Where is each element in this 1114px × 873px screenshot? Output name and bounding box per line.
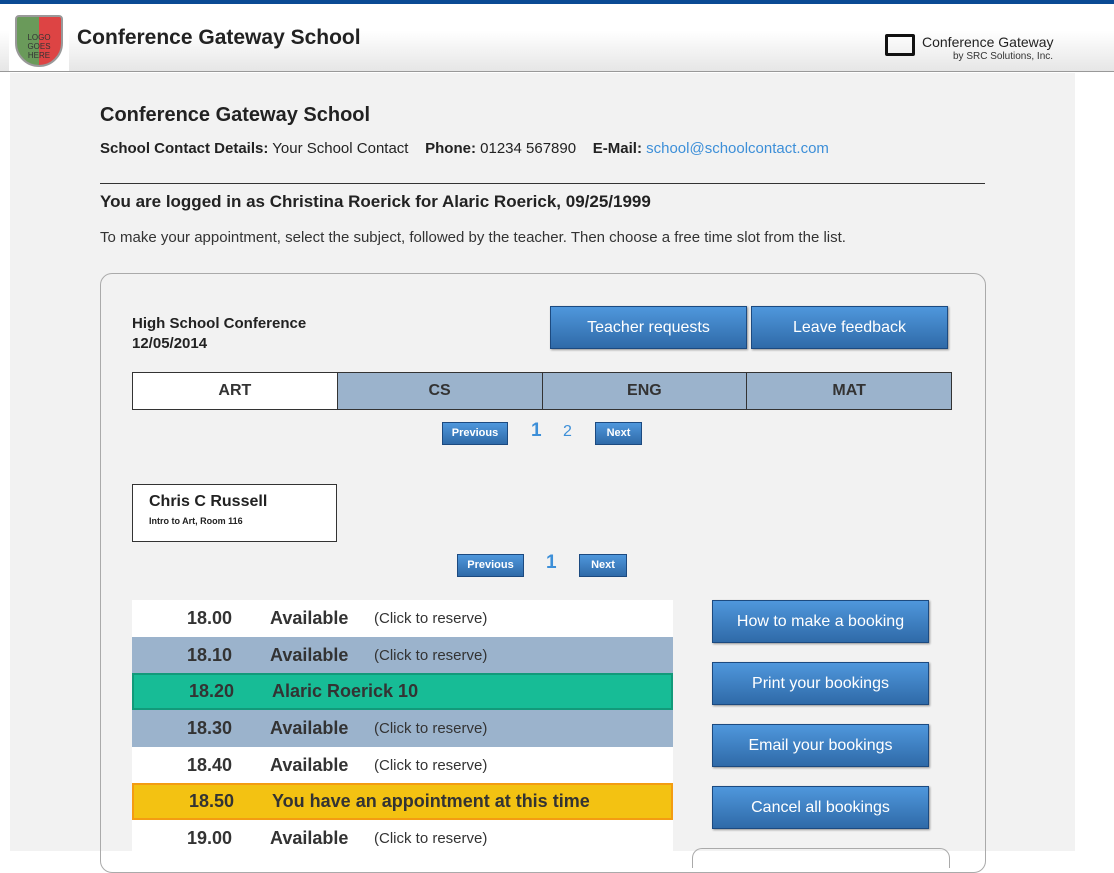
subject-page-2[interactable]: 2 — [563, 423, 572, 440]
time-slot[interactable]: 18.00 Available (Click to reserve) — [132, 600, 673, 637]
time-slot-booked: 18.20 Alaric Roerick 10 — [132, 673, 673, 711]
cancel-all-bookings-button[interactable]: Cancel all bookings — [712, 786, 929, 829]
contact-label: School Contact Details: — [100, 140, 269, 157]
tab-cs[interactable]: CS — [336, 373, 542, 409]
tab-art[interactable]: ART — [133, 373, 337, 409]
phone-value: 01234 567890 — [480, 140, 577, 157]
header: LOGO GOES HERE Conference Gateway School C… — [0, 4, 1114, 72]
teacher-requests-button[interactable]: Teacher requests — [550, 306, 747, 349]
slot-status: Available — [270, 644, 349, 665]
time-slot[interactable]: 18.40 Available (Click to reserve) — [132, 746, 673, 784]
teacher-room: Intro to Art, Room 116 — [149, 516, 243, 526]
slot-status: Available — [270, 827, 349, 848]
main-content: Conference Gateway School School Contact… — [10, 73, 1075, 873]
subject-next-button[interactable]: Next — [595, 422, 642, 445]
phone-label: Phone: — [425, 140, 476, 157]
email-label: E-Mail: — [592, 140, 642, 157]
email-bookings-button[interactable]: Email your bookings — [712, 724, 929, 767]
slot-note: (Click to reserve) — [374, 829, 488, 847]
time-slot[interactable]: 18.10 Available (Click to reserve) — [132, 636, 673, 674]
brand-sub: by SRC Solutions, Inc. — [953, 51, 1054, 62]
header-title: Conference Gateway School — [77, 26, 361, 49]
slot-note: (Click to reserve) — [374, 646, 488, 664]
slot-note: (Click to reserve) — [374, 609, 488, 627]
slot-status: Available — [270, 717, 349, 738]
slot-status: Available — [270, 607, 349, 628]
slot-time: 19.00 — [186, 827, 232, 848]
tab-eng[interactable]: ENG — [541, 373, 747, 409]
brand-logo: Conference Gateway by SRC Solutions, Inc… — [885, 30, 1075, 66]
tab-mat[interactable]: MAT — [746, 373, 951, 409]
slot-status: Alaric Roerick 10 — [272, 681, 419, 702]
print-bookings-button[interactable]: Print your bookings — [712, 662, 929, 705]
time-slot-my-appointment: 18.50 You have an appointment at this tim… — [132, 783, 673, 821]
slot-time: 18.20 — [188, 681, 234, 702]
time-slot[interactable]: 19.00 Available (Click to reserve) — [132, 820, 673, 857]
instructions: To make your appointment, select the sub… — [100, 229, 846, 246]
slot-status: You have an appointment at this time — [272, 791, 590, 812]
teacher-previous-button[interactable]: Previous — [457, 554, 524, 577]
school-logo: LOGO GOES HERE — [9, 11, 69, 71]
slot-note: (Click to reserve) — [374, 719, 488, 737]
slot-time: 18.40 — [186, 754, 232, 775]
time-slot[interactable]: 18.30 Available (Click to reserve) — [132, 710, 673, 747]
monitor-icon — [885, 34, 915, 56]
slot-time: 18.00 — [186, 607, 232, 628]
contact-details: School Contact Details: Your School Cont… — [100, 140, 829, 157]
email-link[interactable]: school@schoolcontact.com — [646, 140, 829, 157]
slot-time: 18.50 — [188, 791, 234, 812]
slot-time: 18.30 — [186, 717, 232, 738]
slot-time: 18.10 — [186, 644, 232, 665]
contact-value: Your School Contact — [272, 140, 409, 157]
top-bar — [0, 0, 1114, 4]
shield-icon: LOGO GOES HERE — [15, 15, 63, 67]
school-name: Conference Gateway School — [100, 104, 371, 126]
teacher-name: Chris C Russell — [149, 493, 268, 510]
brand-name: Conference Gateway — [922, 34, 1054, 50]
slot-status: Available — [270, 754, 349, 775]
teacher-page-1[interactable]: 1 — [546, 552, 557, 573]
leave-feedback-button[interactable]: Leave feedback — [751, 306, 948, 349]
slot-note: (Click to reserve) — [374, 756, 488, 774]
panel-box — [692, 848, 950, 868]
divider — [100, 183, 985, 184]
subject-tabs: ART CS ENG MAT — [132, 372, 952, 410]
conference-info: High School Conference 12/05/2014 — [132, 314, 306, 354]
subject-previous-button[interactable]: Previous — [442, 422, 508, 445]
logged-in-text: You are logged in as Christina Roerick f… — [100, 192, 651, 211]
time-slot-list: 18.00 Available (Click to reserve) 18.10 Av… — [132, 600, 673, 857]
how-to-book-button[interactable]: How to make a booking — [712, 600, 929, 643]
teacher-next-button[interactable]: Next — [579, 554, 627, 577]
subject-page-1[interactable]: 1 — [531, 420, 542, 441]
conference-name: High School Conference — [132, 315, 307, 332]
teacher-card[interactable]: Chris C Russell Intro to Art, Room 116 — [132, 484, 337, 542]
conference-date: 12/05/2014 — [132, 335, 208, 352]
